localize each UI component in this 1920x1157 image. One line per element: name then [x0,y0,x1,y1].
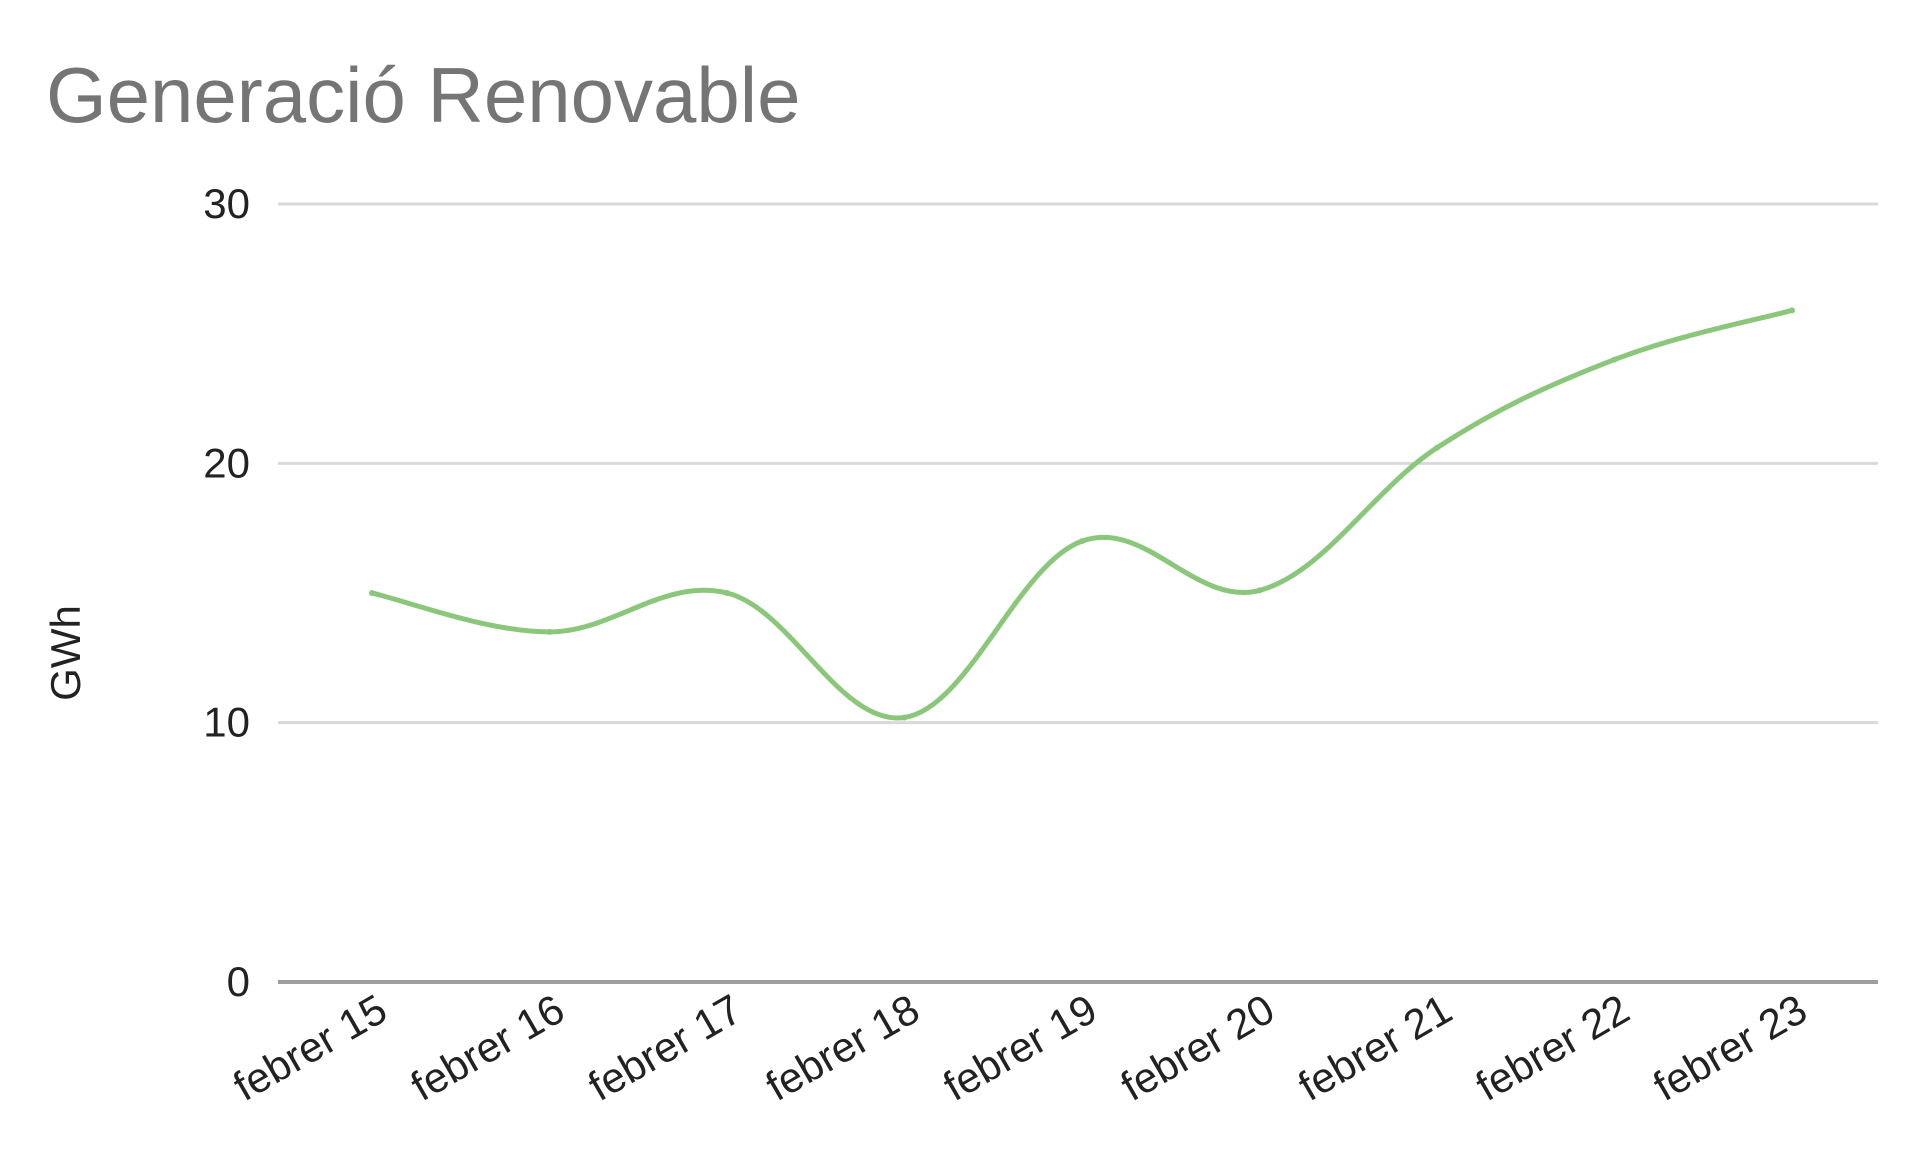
y-axis-label: GWh [42,605,89,701]
y-tick-label: 30 [203,180,250,227]
series-layer [369,307,1795,721]
gridlines [278,202,1878,984]
data-point [1079,538,1085,545]
data-point [369,590,375,596]
x-tick-label: febrer 21 [1290,985,1459,1110]
data-point [1789,307,1795,314]
x-tick-label: febrer 16 [403,985,572,1110]
y-tick-label: 20 [203,439,250,486]
x-tick-label: febrer 15 [225,985,394,1110]
data-point [1434,444,1440,451]
x-tick-label: febrer 17 [580,985,749,1110]
y-tick-labels: 0 10 20 30 [203,180,250,1005]
data-point [1611,356,1618,363]
data-point [901,714,908,721]
x-tick-label: febrer 23 [1645,985,1814,1110]
chart-title: Generació Renovable [46,51,800,139]
x-tick-labels: febrer 15 febrer 16 febrer 17 febrer 18 febr… [225,985,1814,1110]
y-tick-label: 10 [203,699,250,746]
series-line [369,307,1795,721]
x-tick-label: febrer 19 [935,985,1104,1110]
x-tick-label: febrer 22 [1468,985,1637,1110]
data-point [724,590,730,596]
y-tick-label: 0 [227,958,250,1005]
data-point [1256,587,1263,594]
x-tick-label: febrer 20 [1113,985,1282,1110]
x-tick-label: febrer 18 [758,985,927,1110]
data-point [546,628,553,635]
